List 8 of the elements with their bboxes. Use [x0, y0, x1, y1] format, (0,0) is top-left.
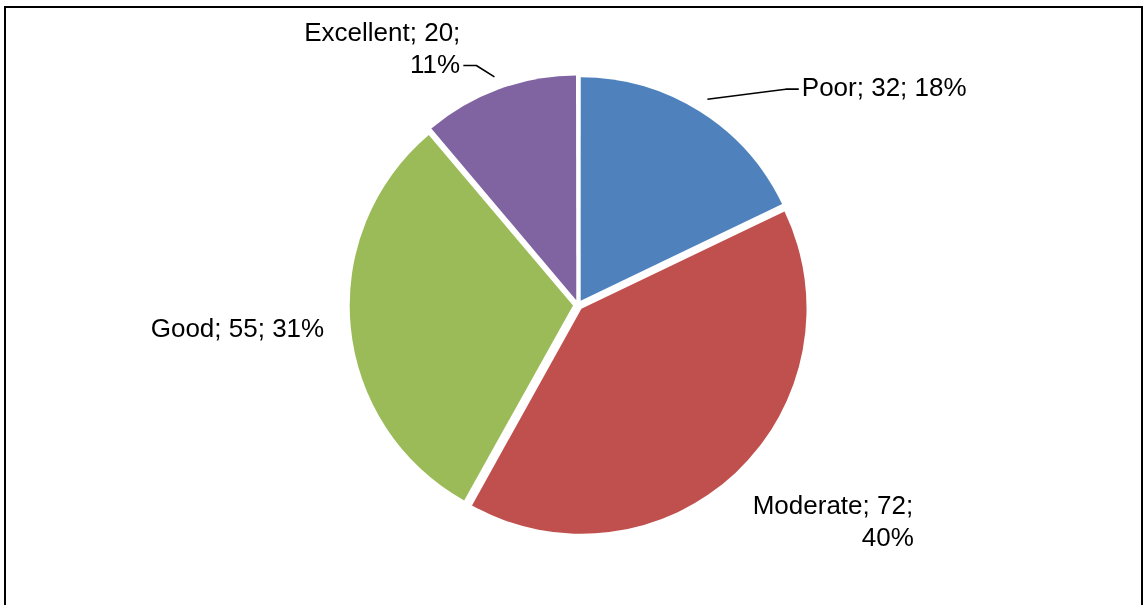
slice-label: Excellent: [304, 16, 411, 47]
data-label: ; 72; 40%: [861, 489, 914, 552]
slice-label: Moderate: [752, 489, 863, 520]
data-label: ; 20; 11%: [409, 16, 461, 79]
slice-label: Poor: [801, 72, 858, 103]
data-label: ; 32; 18%: [856, 72, 967, 103]
data-label: ; 55; 31%: [214, 312, 325, 343]
slice-label: Good: [150, 312, 215, 343]
